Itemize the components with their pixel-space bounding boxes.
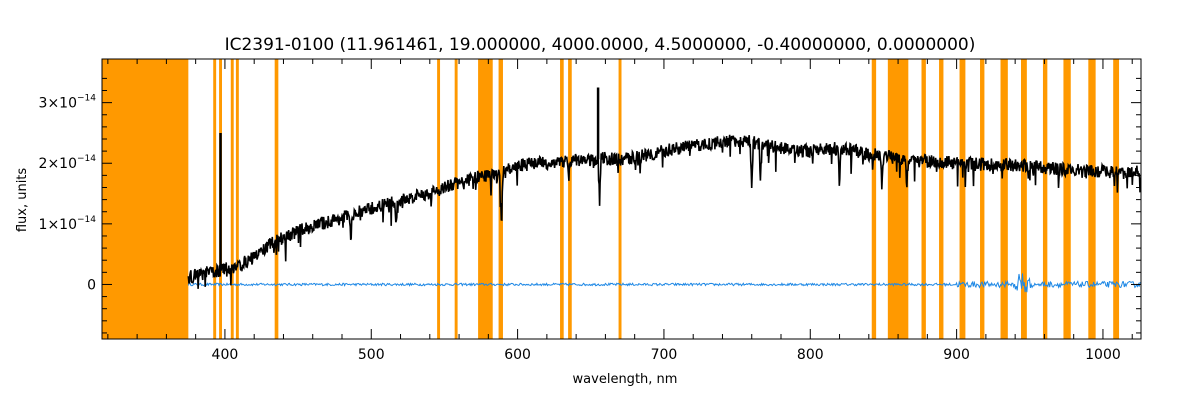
masked-region — [213, 59, 217, 339]
masked-region — [618, 59, 622, 339]
masked-region — [1088, 59, 1096, 339]
x-tick-label: 700 — [651, 347, 678, 363]
masked-region — [235, 59, 239, 339]
y-tick-label: 1×10−14 — [39, 215, 97, 233]
masked-region — [871, 59, 877, 339]
chart-title: IC2391-0100 (11.961461, 19.000000, 4000.… — [225, 35, 976, 55]
masked-regions — [102, 59, 1120, 339]
masked-region — [454, 59, 458, 339]
y-tick-label: 0 — [87, 277, 96, 293]
masked-region — [887, 59, 909, 339]
x-tick-label: 500 — [358, 347, 385, 363]
masked-region — [1021, 59, 1027, 339]
masked-region — [102, 59, 189, 339]
masked-region — [939, 59, 944, 339]
plot-frame — [101, 58, 1142, 340]
x-axis-label: wavelength, nm — [573, 372, 678, 387]
x-tick-label: 600 — [504, 347, 531, 363]
masked-region — [980, 59, 985, 339]
error-series — [187, 273, 1141, 293]
masked-region — [230, 59, 234, 339]
y-tick-label: 3×10−14 — [39, 94, 97, 112]
masked-region — [560, 59, 564, 339]
masked-region — [1063, 59, 1071, 339]
masked-region — [568, 59, 572, 339]
y-tick-label: 2×10−14 — [39, 154, 97, 172]
axis-ticks: 400 500 600 700 800 900 1000 0 1×10−14 2×10−14 3×1… — [39, 59, 1141, 363]
masked-region — [437, 59, 441, 339]
masked-region — [1000, 59, 1008, 339]
x-tick-label: 400 — [212, 347, 239, 363]
y-axis-label: flux, units — [15, 168, 30, 233]
error-series-line — [187, 273, 1141, 293]
x-tick-label: 900 — [943, 347, 970, 363]
masked-region — [921, 59, 926, 339]
x-tick-label: 1000 — [1085, 347, 1121, 363]
x-tick-label: 800 — [797, 347, 824, 363]
flux-series — [187, 87, 1142, 289]
masked-region — [959, 59, 966, 339]
masked-region — [274, 59, 279, 339]
masked-region — [1042, 59, 1048, 339]
flux-series-line — [187, 134, 1142, 289]
masked-region — [478, 59, 493, 339]
masked-region — [1113, 59, 1120, 339]
